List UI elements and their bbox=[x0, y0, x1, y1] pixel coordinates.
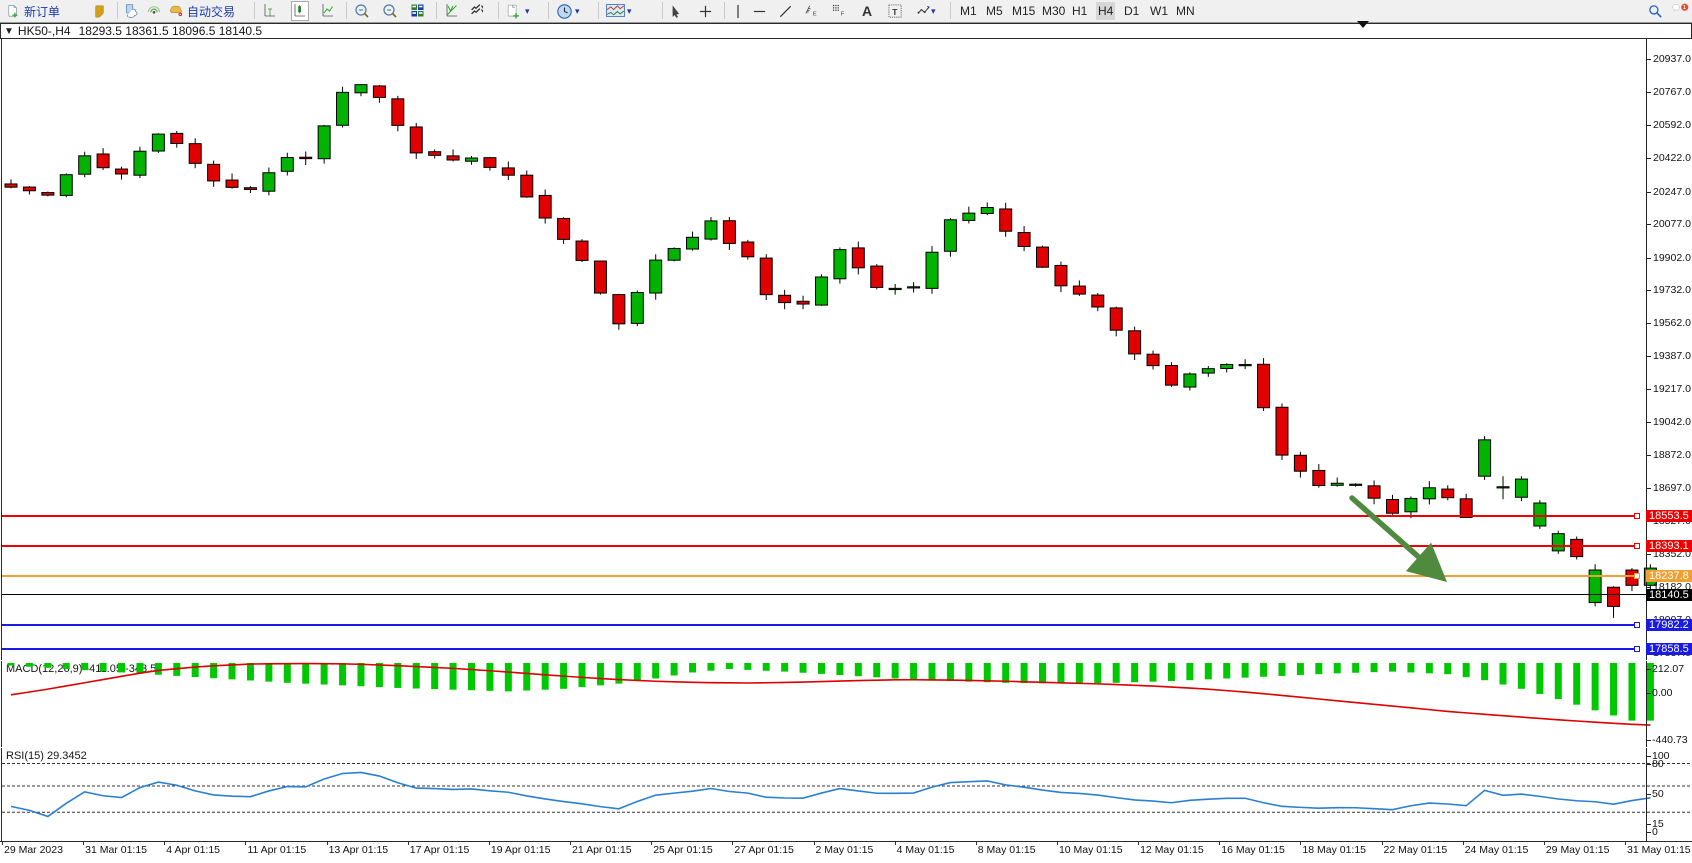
svg-text:E: E bbox=[813, 11, 817, 17]
svg-text:F: F bbox=[841, 11, 845, 17]
svg-text:1: 1 bbox=[1683, 5, 1686, 11]
svg-text:T: T bbox=[892, 6, 898, 16]
